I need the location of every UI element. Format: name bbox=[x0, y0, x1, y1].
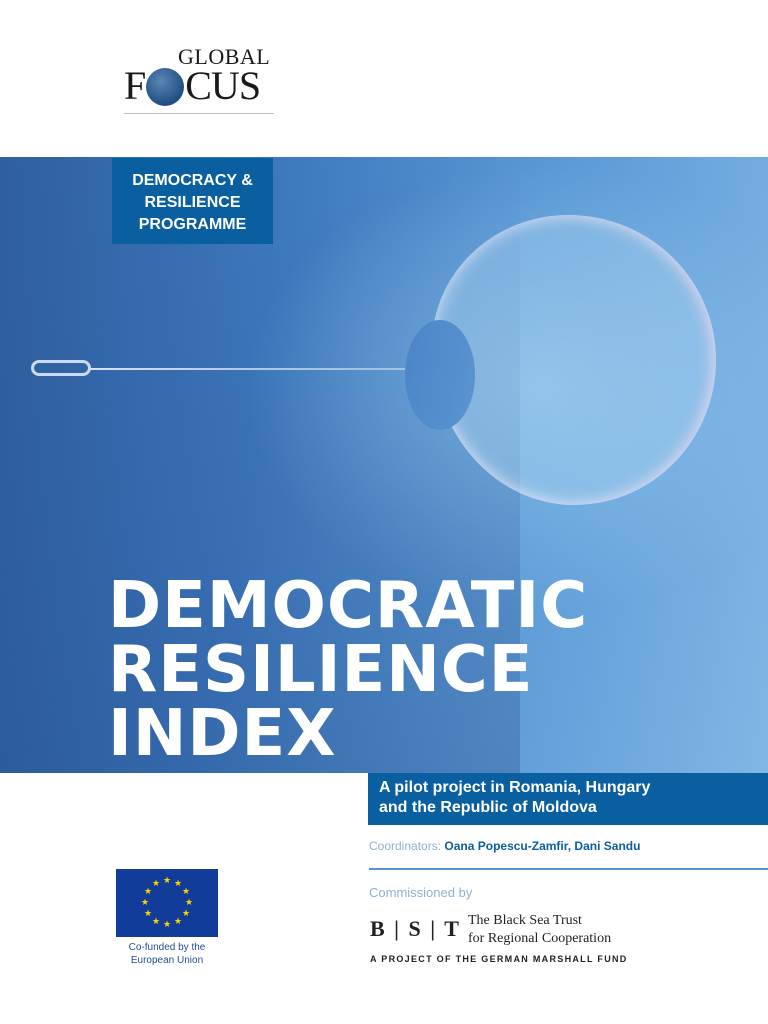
title-line: INDEX bbox=[108, 697, 337, 771]
bst-letters: B | S | T bbox=[370, 916, 461, 941]
soap-bubble-icon bbox=[432, 215, 716, 505]
bst-name: The Black Sea Trust for Regional Coopera… bbox=[468, 912, 611, 948]
eu-caption-line: Co-funded by the bbox=[128, 942, 206, 953]
star-icon: ★ bbox=[163, 875, 172, 885]
globe-icon bbox=[146, 68, 184, 106]
star-icon: ★ bbox=[144, 886, 153, 896]
star-icon: ★ bbox=[174, 916, 183, 926]
star-icon: ★ bbox=[144, 908, 153, 918]
star-icon: ★ bbox=[152, 878, 161, 888]
star-icon: ★ bbox=[182, 886, 191, 896]
subtitle-box: A pilot project in Romania, Hungary and … bbox=[368, 773, 768, 825]
title-line: RESILIENCE bbox=[108, 633, 534, 707]
global-focus-logo: GLOBAL F CUS bbox=[120, 38, 280, 118]
star-icon: ★ bbox=[163, 919, 172, 929]
needle-icon bbox=[90, 368, 465, 370]
needle-eye-icon bbox=[31, 360, 91, 376]
divider bbox=[369, 868, 768, 870]
star-icon: ★ bbox=[182, 908, 191, 918]
logo-rule bbox=[124, 113, 274, 114]
star-icon: ★ bbox=[141, 897, 150, 907]
gmf-tagline: A PROJECT OF THE GERMAN MARSHALL FUND bbox=[370, 954, 628, 964]
commissioned-by-label: Commissioned by bbox=[369, 885, 473, 900]
bst-name-line: for Regional Cooperation bbox=[468, 931, 612, 946]
eu-flag-icon: ★ ★ ★ ★ ★ ★ ★ ★ ★ ★ ★ ★ bbox=[116, 869, 218, 937]
title-line: DEMOCRATIC bbox=[108, 569, 589, 643]
star-icon: ★ bbox=[152, 916, 161, 926]
bst-name-line: The Black Sea Trust bbox=[468, 913, 582, 928]
badge-line: DEMOCRACY & bbox=[132, 172, 253, 189]
bubble-dent bbox=[405, 320, 475, 430]
cover-image-shade bbox=[0, 157, 520, 773]
star-icon: ★ bbox=[174, 878, 183, 888]
coordinators-names: Oana Popescu-Zamfir, Dani Sandu bbox=[444, 839, 641, 853]
logo-text-global: GLOBAL bbox=[178, 44, 271, 69]
star-icon: ★ bbox=[185, 897, 194, 907]
subtitle-line: and the Republic of Moldova bbox=[379, 799, 597, 816]
badge-line: PROGRAMME bbox=[138, 216, 247, 233]
coordinators: Coordinators: Oana Popescu-Zamfir, Dani … bbox=[369, 839, 640, 853]
eu-caption-line: European Union bbox=[130, 955, 204, 966]
subtitle-line: A pilot project in Romania, Hungary bbox=[379, 779, 651, 796]
document-title: DEMOCRATIC RESILIENCE INDEX bbox=[108, 574, 588, 766]
badge-line: RESILIENCE bbox=[144, 194, 241, 211]
logo-text-focus: F CUS bbox=[124, 63, 261, 108]
programme-badge: DEMOCRACY & RESILIENCE PROGRAMME bbox=[112, 158, 273, 244]
eu-caption: Co-funded by the European Union bbox=[110, 941, 224, 967]
coordinators-label: Coordinators: bbox=[369, 839, 442, 853]
